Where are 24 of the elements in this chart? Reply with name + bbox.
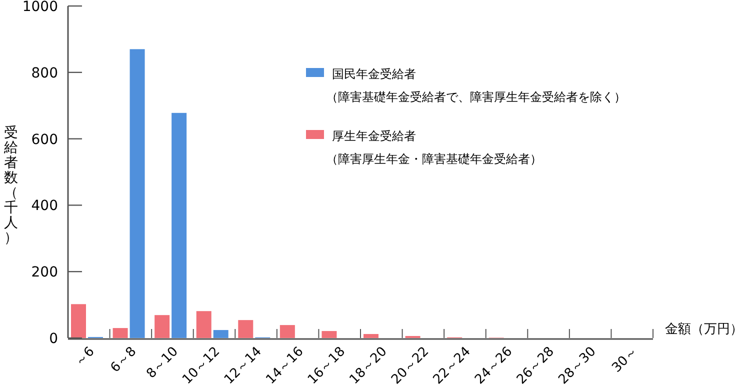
y-tick-label: 200 (31, 264, 58, 281)
x-tick-label: 24～26 (472, 344, 516, 388)
x-tick-label: 28～30 (556, 344, 600, 388)
x-axis-title: 金額（万円） (665, 322, 743, 337)
x-tick-label: ～6 (72, 344, 98, 370)
x-tick-label: 18～20 (347, 344, 390, 388)
x-tick-label: 14～16 (263, 344, 307, 388)
x-tick-label: 30～ (609, 344, 641, 376)
x-tick-label: 16～18 (305, 344, 348, 388)
y-axis-title: 受給者数（千人） (3, 125, 18, 246)
x-tick-label: 6～8 (108, 344, 140, 376)
x-tick-label: 10～12 (180, 344, 224, 388)
y-tick-label: 600 (31, 132, 58, 148)
x-tick-label: 12～14 (222, 344, 265, 388)
x-tick-label: 22～24 (430, 344, 474, 388)
x-tick-label: 20～22 (388, 344, 432, 388)
legend-item: 厚生年金受給者（障害厚生年金・障害基礎年金受給者） (306, 129, 542, 166)
y-tick-label: 1000 (22, 0, 58, 15)
legend-item: 国民年金受給者（障害基礎年金受給者で、障害厚生年金受給者を除く） (306, 67, 626, 104)
x-tick-label: 8～10 (144, 344, 182, 382)
y-tick-label: 400 (31, 198, 58, 214)
x-tick-label: 26～28 (514, 344, 558, 388)
y-tick-label: 0 (49, 331, 58, 347)
y-tick-label: 800 (31, 65, 58, 82)
